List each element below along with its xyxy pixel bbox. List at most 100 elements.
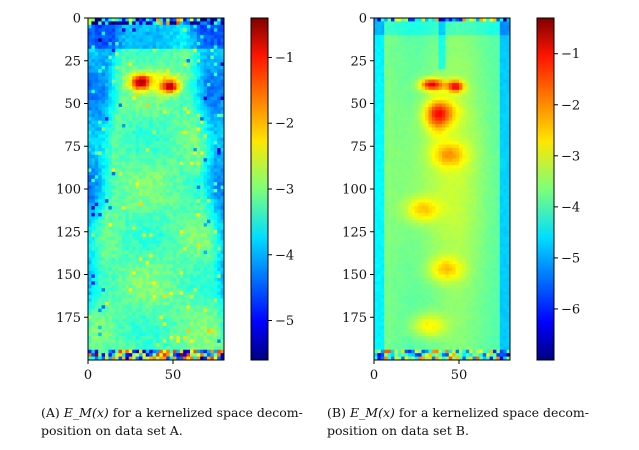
heatmap-cell (210, 18, 215, 22)
heatmap-cell (431, 79, 436, 84)
heatmap-cell (486, 69, 490, 74)
heatmap-cell (220, 192, 224, 197)
heatmap-cell (166, 31, 170, 36)
heatmap-cell (105, 226, 109, 231)
heatmap-cell (418, 55, 422, 60)
heatmap-cell (135, 93, 140, 98)
heatmap-cell (152, 318, 157, 323)
heatmap-cell (196, 144, 201, 149)
heatmap-cell (135, 240, 140, 245)
heatmap-cell (421, 38, 426, 43)
heatmap-cell (108, 240, 113, 245)
heatmap-cell (442, 62, 446, 67)
heatmap-cell (193, 308, 198, 313)
heatmap-cell (418, 52, 422, 57)
heatmap-cell (159, 110, 164, 115)
heatmap-cell (489, 38, 494, 43)
heatmap-cell (448, 93, 453, 98)
heatmap-cell (135, 100, 140, 104)
heatmap-cell (190, 189, 194, 193)
heatmap-cell (111, 223, 116, 228)
heatmap-cell (162, 253, 167, 258)
heatmap-cell (156, 301, 160, 306)
heatmap-cell (203, 18, 208, 22)
heatmap-cell (152, 247, 157, 251)
heatmap-cell (118, 271, 123, 275)
heatmap-cell (132, 312, 136, 316)
heatmap-cell (132, 62, 136, 67)
heatmap-cell (421, 48, 426, 53)
heatmap-cell (190, 82, 194, 87)
heatmap-cell (499, 35, 504, 39)
heatmap-cell (166, 284, 170, 289)
heatmap-cell (162, 322, 167, 327)
heatmap-cell (207, 161, 211, 166)
heatmap-cell (156, 195, 160, 200)
heatmap-cell (179, 243, 184, 248)
heatmap-cell (122, 230, 126, 234)
heatmap-cell (128, 209, 133, 214)
heatmap-cell (91, 298, 96, 303)
heatmap-cell (179, 247, 184, 251)
heatmap-cell (190, 165, 194, 169)
heatmap-cell (118, 250, 123, 255)
heatmap-cell (149, 175, 153, 180)
heatmap-cell (159, 288, 164, 292)
heatmap-cell (203, 274, 208, 279)
heatmap-cell (125, 202, 130, 207)
heatmap-cell (173, 329, 177, 334)
heatmap-cell (149, 189, 153, 193)
heatmap-cell (101, 216, 106, 221)
heatmap-cell (139, 96, 143, 101)
heatmap-cell (108, 168, 113, 173)
heatmap-cell (135, 332, 140, 337)
heatmap-cell (115, 141, 119, 145)
heatmap-cell (159, 260, 164, 265)
heatmap-cell (173, 69, 177, 74)
heatmap-cell (105, 21, 109, 26)
heatmap-cell (128, 100, 133, 104)
heatmap-cell (442, 89, 446, 94)
heatmap-cell (94, 18, 99, 22)
heatmap-cell (166, 264, 170, 269)
heatmap-cell (438, 21, 443, 26)
heatmap-cell (203, 165, 208, 169)
heatmap-cell (159, 274, 164, 279)
heatmap-cell (476, 21, 480, 26)
heatmap-cell (105, 267, 109, 272)
heatmap-cell (482, 48, 487, 53)
heatmap-cell (118, 59, 123, 63)
heatmap-cell (108, 137, 113, 142)
heatmap-cell (442, 52, 446, 57)
heatmap-cell (220, 199, 224, 204)
heatmap-cell (173, 79, 177, 84)
heatmap-cell (203, 226, 208, 231)
heatmap-cell (152, 226, 157, 231)
heatmap-cell (128, 76, 133, 80)
heatmap-cell (469, 45, 473, 50)
heatmap-cell (394, 28, 399, 33)
heatmap-cell (91, 195, 96, 200)
heatmap-cell (94, 48, 99, 53)
heatmap-cell (142, 281, 147, 286)
heatmap-cell (159, 308, 164, 313)
heatmap-cell (196, 192, 201, 197)
heatmap-cell (183, 168, 187, 173)
heatmap-cell (193, 236, 198, 241)
heatmap-cell (186, 55, 191, 60)
heatmap-cell (173, 295, 177, 299)
heatmap-cell (213, 31, 218, 36)
heatmap-cell (380, 69, 385, 74)
heatmap-cell (207, 277, 211, 282)
heatmap-cell (152, 168, 157, 173)
heatmap-cell (179, 342, 184, 347)
heatmap-cell (128, 192, 133, 197)
heatmap-cell (190, 185, 194, 190)
heatmap-cell (459, 65, 463, 70)
heatmap-cell (203, 305, 208, 310)
heatmap-cell (91, 52, 96, 57)
heatmap-cell (179, 257, 184, 262)
heatmap-cell (503, 18, 507, 22)
heatmap-cell (145, 356, 150, 360)
heatmap-cell (186, 353, 191, 357)
